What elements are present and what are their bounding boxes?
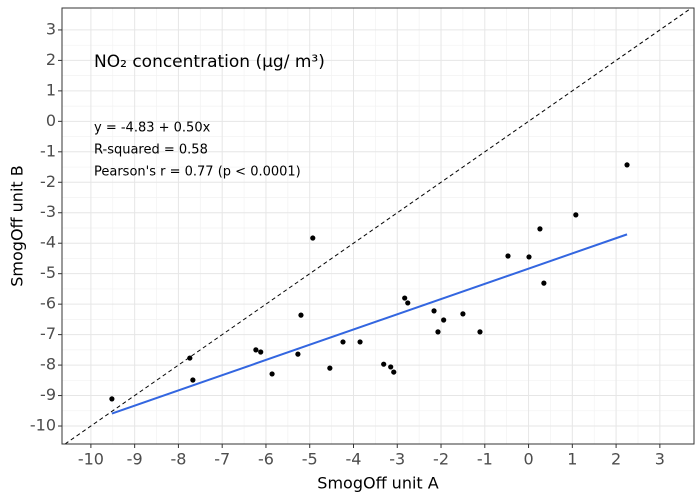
x-tick-label: 0: [523, 450, 533, 469]
regression-line: [111, 233, 628, 415]
y-tick-label: 2: [46, 50, 56, 69]
point: [477, 329, 483, 335]
x-tick-label: -9: [127, 450, 143, 469]
point: [460, 311, 466, 317]
y-axis-title: SmogOff unit B: [8, 165, 27, 286]
point: [537, 226, 543, 232]
y-tick-label: -7: [40, 324, 56, 343]
point: [340, 339, 346, 345]
point: [381, 361, 387, 367]
x-tick-label: -2: [433, 450, 449, 469]
y-tick-label: -5: [40, 263, 56, 282]
y-tick-label: -6: [40, 294, 56, 313]
point: [526, 254, 532, 260]
x-tick-label: 1: [567, 450, 577, 469]
y-tick-label: -4: [40, 233, 56, 252]
chart-title: NO₂ concentration (µg/ m³): [94, 52, 325, 72]
annotation: Pearson's r = 0.77 (p < 0.0001): [94, 165, 301, 180]
point: [431, 308, 437, 314]
y-tick-label: -8: [40, 355, 56, 374]
point: [541, 280, 547, 286]
point: [357, 339, 363, 345]
x-axis-title: SmogOff unit A: [317, 474, 438, 493]
x-tick-label: -6: [258, 450, 274, 469]
annotation: y = -4.83 + 0.50x: [94, 121, 211, 136]
point: [298, 312, 304, 318]
point: [435, 329, 441, 335]
x-tick-label: -10: [78, 450, 104, 469]
y-tick-label: 1: [46, 80, 56, 99]
annotation: R-squared = 0.58: [94, 143, 208, 158]
x-tick-label: -1: [477, 450, 493, 469]
point: [258, 349, 264, 355]
point: [388, 364, 394, 370]
y-tick-label: -9: [40, 385, 56, 404]
point: [441, 317, 447, 323]
y-tick-label: -3: [40, 202, 56, 221]
y-tick-label: -1: [40, 141, 56, 160]
point: [310, 235, 316, 241]
x-tick-label: -7: [214, 450, 230, 469]
point: [391, 369, 397, 375]
identity-line: [64, 7, 692, 445]
y-tick-label: 0: [46, 111, 56, 130]
point: [405, 300, 411, 306]
point: [109, 396, 115, 402]
x-tick-label: -4: [346, 450, 362, 469]
point: [190, 377, 196, 383]
y-tick-label: -10: [30, 416, 56, 435]
x-tick-label: -8: [170, 450, 186, 469]
point: [187, 355, 193, 361]
point: [573, 212, 579, 218]
point: [402, 295, 408, 301]
point: [295, 351, 301, 357]
x-tick-label: -5: [302, 450, 318, 469]
point: [327, 365, 333, 371]
x-tick-label: 3: [655, 450, 665, 469]
point: [505, 253, 511, 259]
point: [253, 347, 259, 353]
y-tick-label: -2: [40, 172, 56, 191]
panel-border: [61, 7, 695, 445]
point: [624, 162, 630, 168]
x-tick-label: 2: [611, 450, 621, 469]
y-tick-label: 3: [46, 19, 56, 38]
point: [269, 371, 275, 377]
x-tick-label: -3: [389, 450, 405, 469]
